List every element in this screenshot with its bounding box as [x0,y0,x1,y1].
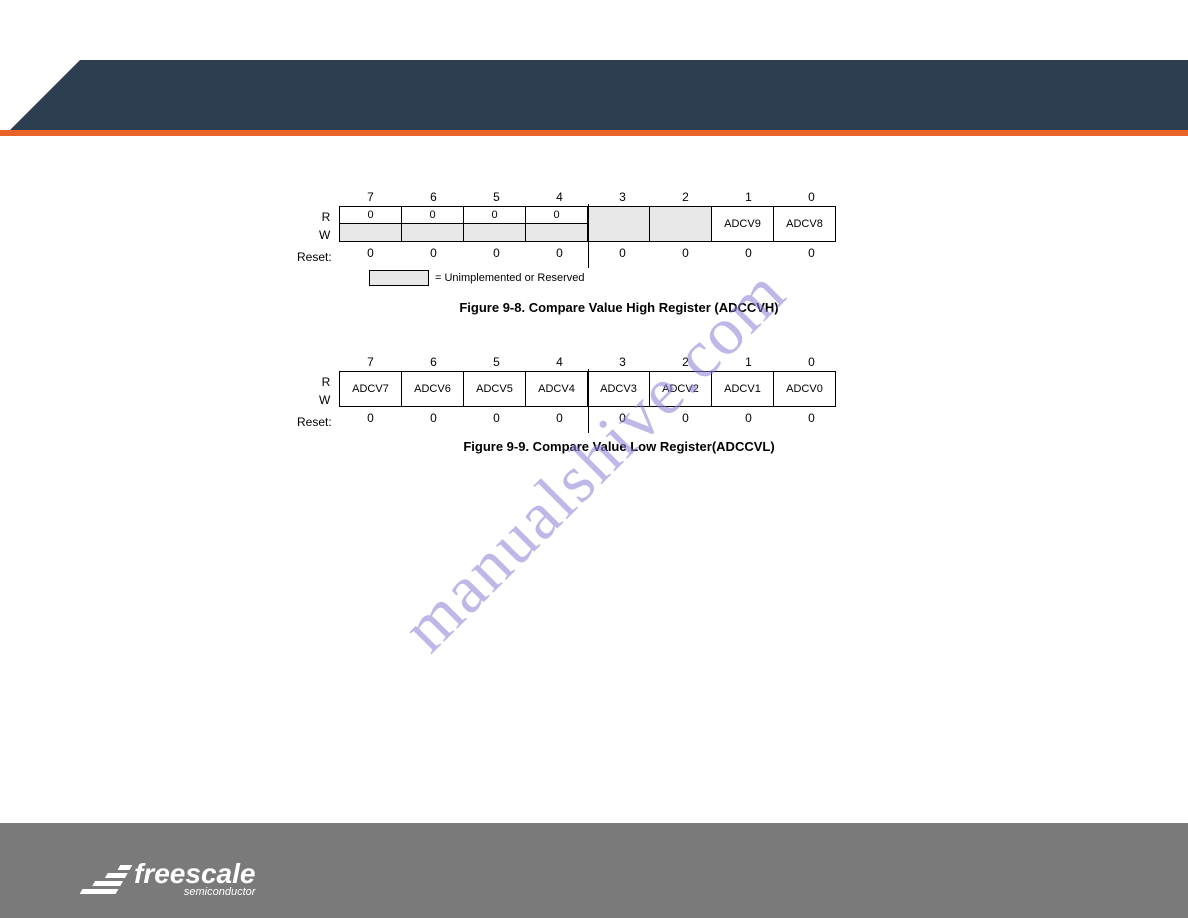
bit-number: 0 [780,355,843,371]
register-row: ADCV7 ADCV6 ADCV5 ADCV4 ADCV3 ADCV2 ADCV… [339,371,899,407]
bit-cell: ADCV7 [339,371,402,407]
bit-cell: ADCV0 [773,371,836,407]
header-accent-bar [0,130,1188,136]
bit-number: 7 [339,355,402,371]
bit-number: 2 [654,190,717,206]
bit-number: 7 [339,190,402,206]
bit-number: 0 [780,190,843,206]
reset-label: Reset: [297,415,332,429]
bit-cell: ADCV5 [463,371,526,407]
bit-number: 5 [465,355,528,371]
register-figure-high: 7 6 5 4 3 2 1 0 R W 0 0 0 0 ADCV9 ADCV8 … [289,190,899,315]
reset-value: 0 [465,411,528,425]
bit-cell: ADCV2 [649,371,712,407]
bit-cell: 0 [339,206,402,242]
bit-cell: 0 [401,206,464,242]
read-label: R [319,208,330,226]
figure-caption: Figure 9-8. Compare Value High Register … [339,300,899,315]
write-label: W [319,391,330,409]
bit-number: 2 [654,355,717,371]
figure-caption: Figure 9-9. Compare Value Low Register(A… [339,439,899,454]
bit-number: 3 [591,355,654,371]
read-label: R [319,373,330,391]
bit-cell [587,206,650,242]
reset-value: 0 [528,411,591,425]
reset-value: 0 [717,411,780,425]
bit-number: 4 [528,190,591,206]
bit-cell [649,206,712,242]
bit-number-row: 7 6 5 4 3 2 1 0 [339,190,899,206]
bit-cell: ADCV4 [525,371,588,407]
logo-sub-text: semiconductor [134,886,255,898]
bit-cell: 0 [525,206,588,242]
bit-number: 1 [717,190,780,206]
reset-row: 0 0 0 0 0 0 0 0 [339,246,899,260]
bit-number: 1 [717,355,780,371]
bit-number: 5 [465,190,528,206]
rw-labels: R W [319,208,330,244]
register-row: 0 0 0 0 ADCV9 ADCV8 [339,206,899,242]
reset-value: 0 [339,246,402,260]
reset-value: 0 [780,246,843,260]
reset-label: Reset: [297,250,332,264]
bit-number: 6 [402,190,465,206]
bit-number: 4 [528,355,591,371]
reset-value: 0 [717,246,780,260]
bit-cell: ADCV9 [711,206,774,242]
reset-value: 0 [591,411,654,425]
logo-text: freescale semiconductor [134,860,255,898]
footer-band: freescale semiconductor [0,823,1188,918]
bit-cell: ADCV6 [401,371,464,407]
write-label: W [319,226,330,244]
content-area: 7 6 5 4 3 2 1 0 R W 0 0 0 0 ADCV9 ADCV8 … [0,190,1188,494]
reset-value: 0 [402,246,465,260]
reset-value: 0 [465,246,528,260]
reset-value: 0 [528,246,591,260]
legend: = Unimplemented or Reserved [369,270,899,286]
rw-labels: R W [319,373,330,409]
reset-value: 0 [780,411,843,425]
bit-cell: 0 [463,206,526,242]
reset-row: 0 0 0 0 0 0 0 0 [339,411,899,425]
reset-value: 0 [339,411,402,425]
legend-swatch [369,270,429,286]
legend-text: = Unimplemented or Reserved [435,272,585,284]
freescale-logo: freescale semiconductor [88,860,255,898]
bit-cell: ADCV1 [711,371,774,407]
reset-value: 0 [654,246,717,260]
register-figure-low: 7 6 5 4 3 2 1 0 R W ADCV7 ADCV6 ADCV5 AD… [289,355,899,454]
header-trapezoid [80,60,1188,130]
logo-main-text: freescale [134,860,255,888]
bit-cell: ADCV8 [773,206,836,242]
reset-value: 0 [402,411,465,425]
header-band [0,60,1188,135]
bit-number-row: 7 6 5 4 3 2 1 0 [339,355,899,371]
bit-number: 3 [591,190,654,206]
bit-cell: ADCV3 [587,371,650,407]
logo-icon [80,865,133,894]
bit-number: 6 [402,355,465,371]
reset-value: 0 [654,411,717,425]
reset-value: 0 [591,246,654,260]
